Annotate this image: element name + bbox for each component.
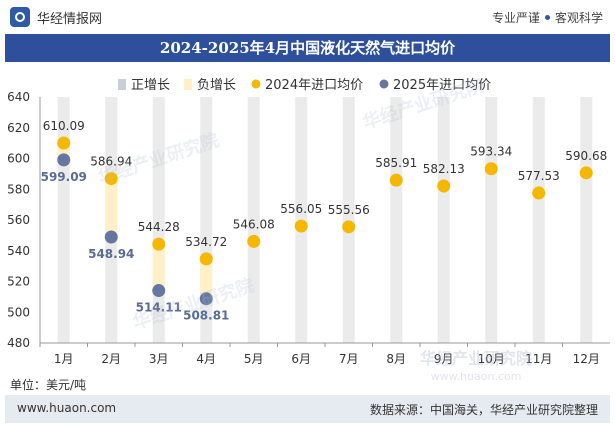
x-tick-label: 10月 [478, 352, 505, 366]
slogan-right: 客观科学 [554, 11, 603, 25]
logo-text: 华经情报网 [37, 11, 103, 27]
y-tick-label: 540 [7, 244, 30, 258]
logo[interactable]: 华经情报网 [10, 7, 102, 27]
legend-label: 2024年进口均价 [265, 78, 363, 93]
background-bar [390, 97, 403, 343]
point-2024 [152, 237, 166, 251]
change-bar [105, 178, 118, 238]
point-2024 [484, 162, 498, 176]
x-tick-label: 5月 [244, 352, 264, 366]
y-tick-label: 600 [7, 152, 30, 166]
background-bar [57, 97, 70, 343]
data-label-2024: 555.56 [328, 203, 370, 217]
background-bar [200, 97, 213, 343]
point-2024 [247, 234, 261, 248]
chart-area: 480 500 520 540 560 580 600 620 640 1月 2月 3月 4月 5月 6月 7… [7, 78, 610, 366]
point-2024 [579, 166, 593, 180]
footer: www.huaon.com 数据来源：中国海关，华经产业研究院整理 [5, 395, 610, 423]
point-2025 [152, 284, 166, 298]
x-tick-label: 4月 [196, 352, 216, 366]
change-bar [152, 244, 165, 291]
point-2024 [199, 252, 213, 266]
footer-url[interactable]: www.huaon.com [17, 401, 117, 415]
y-tick-label: 640 [7, 90, 30, 104]
slogan: 专业严谨 客观科学 [492, 9, 603, 26]
change-bar [200, 258, 213, 299]
point-2025 [57, 153, 71, 167]
x-tick-label: 2月 [101, 352, 121, 366]
point-2024 [104, 172, 118, 186]
legend-swatch [184, 79, 192, 90]
legend-label: 负增长 [197, 78, 236, 93]
data-label-2024: 610.09 [43, 119, 85, 133]
point-2024 [532, 186, 546, 200]
y-tick-label: 620 [7, 121, 30, 135]
data-label-2025: 508.81 [183, 309, 229, 323]
x-tick-label: 1月 [54, 352, 74, 366]
data-label-2024: 582.13 [423, 162, 465, 176]
data-label-2024: 546.08 [233, 217, 275, 231]
background-bar [580, 97, 593, 343]
x-tick-label: 11月 [525, 352, 552, 366]
point-2024 [342, 220, 356, 234]
data-label-2024: 544.28 [138, 220, 180, 234]
legend-marker [251, 79, 261, 89]
y-tick-label: 560 [7, 213, 30, 227]
bullet-icon [544, 15, 550, 20]
legend-swatch [118, 79, 126, 90]
y-tick-label: 480 [7, 336, 30, 350]
point-2024 [57, 136, 71, 150]
top-bar: 华经情报网 专业严谨 客观科学 [0, 0, 615, 34]
point-2025 [104, 230, 118, 244]
data-label-2024: 590.68 [565, 149, 607, 163]
data-label-2024: 556.05 [280, 202, 322, 216]
chart-title: 2024-2025年4月中国液化天然气进口均价 [5, 34, 610, 62]
footer-source: 数据来源：中国海关，华经产业研究院整理 [369, 403, 598, 417]
x-tick-label: 3月 [149, 352, 169, 366]
background-bar [532, 97, 545, 343]
data-label-2024: 586.94 [90, 155, 132, 169]
background-bar [247, 97, 260, 343]
data-label-2024: 593.34 [470, 145, 512, 159]
background-bar [342, 97, 355, 343]
data-label-2025: 548.94 [88, 247, 134, 261]
legend-label: 2025年进口均价 [393, 78, 491, 93]
legend-marker [379, 79, 389, 89]
x-tick-label: 12月 [573, 352, 600, 366]
y-tick-label: 580 [7, 182, 30, 196]
x-tick-label: 9月 [434, 352, 454, 366]
point-2025 [199, 292, 213, 306]
x-tick-label: 8月 [386, 352, 406, 366]
x-tick-label: 6月 [291, 352, 311, 366]
data-label-2024: 577.53 [518, 169, 560, 183]
point-2024 [389, 173, 403, 187]
legend-label: 正增长 [131, 78, 170, 93]
background-bar [485, 97, 498, 343]
data-label-2024: 585.91 [375, 156, 417, 170]
x-tick-label: 7月 [339, 352, 359, 366]
point-2024 [294, 219, 308, 233]
data-label-2024: 534.72 [185, 235, 227, 249]
y-tick-label: 500 [7, 305, 30, 319]
slogan-left: 专业严谨 [491, 11, 540, 25]
unit-label: 单位：美元/吨 [10, 378, 87, 392]
huajing-logo-icon [10, 7, 30, 27]
data-label-2025: 514.11 [136, 301, 182, 315]
point-2024 [437, 179, 451, 193]
background-bar [437, 97, 450, 343]
data-label-2025: 599.09 [41, 170, 87, 184]
y-tick-label: 520 [7, 275, 30, 289]
